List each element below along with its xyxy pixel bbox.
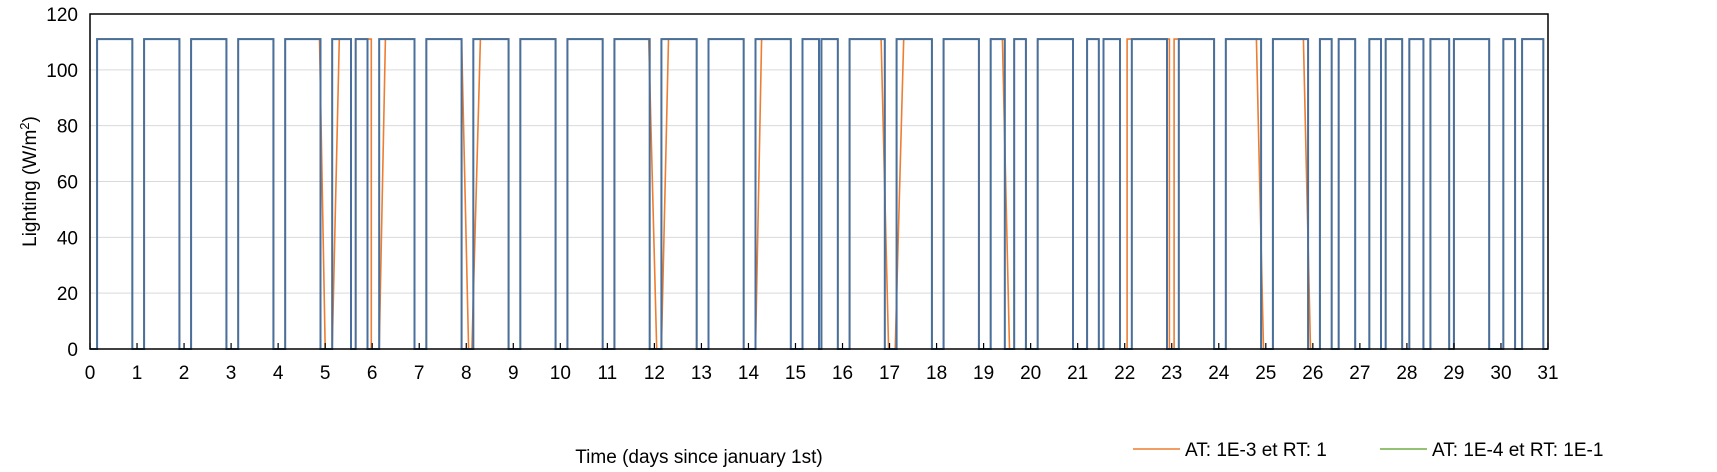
- legend-label-at-1e-3: AT: 1E-3 et RT: 1: [1185, 440, 1327, 461]
- y-tick-label: 80: [57, 117, 78, 138]
- x-tick-label: 5: [320, 363, 331, 384]
- x-tick-label: 20: [1020, 363, 1041, 384]
- x-tick-label: 19: [973, 363, 994, 384]
- x-tick-label: 3: [226, 363, 237, 384]
- y-tick-label: 20: [57, 284, 78, 305]
- legend-label-at-1e-4: AT: 1E-4 et RT: 1E-1: [1432, 440, 1603, 461]
- x-tick-label: 8: [461, 363, 472, 384]
- x-tick-label: 4: [273, 363, 284, 384]
- x-tick-label: 31: [1537, 363, 1558, 384]
- y-tick-label: 120: [46, 5, 78, 26]
- plot-area-frame: [89, 13, 1549, 350]
- x-tick-label: 7: [414, 363, 425, 384]
- x-tick-label: 18: [926, 363, 947, 384]
- x-tick-label: 11: [597, 363, 617, 384]
- x-tick-label: 0: [85, 363, 96, 384]
- y-tick-label: 0: [67, 340, 78, 361]
- x-tick-label: 15: [785, 363, 806, 384]
- y-tick-label: 40: [57, 228, 78, 249]
- x-tick-label: 28: [1396, 363, 1417, 384]
- x-tick-label: 27: [1349, 363, 1370, 384]
- legend: AT: 1E-3 et RT: 1 AT: 1E-4 et RT: 1E-1: [1133, 440, 1603, 461]
- x-tick-label: 23: [1161, 363, 1182, 384]
- x-tick-label: 24: [1208, 363, 1230, 384]
- series-layer: [90, 38, 1548, 350]
- x-tick-label: 14: [738, 363, 760, 384]
- x-tick-label: 16: [832, 363, 853, 384]
- y-axis-title-close: ): [20, 116, 41, 122]
- x-tick-label: 17: [879, 363, 900, 384]
- x-tick-label: 29: [1443, 363, 1464, 384]
- y-tick-label: 60: [57, 173, 78, 194]
- x-axis-title: Time (days since january 1st): [575, 447, 822, 468]
- y-tick-label: 100: [46, 61, 78, 82]
- y-axis-ticks: 0 20 40 60 80 100 120: [46, 5, 78, 361]
- y-axis-title-main: Lighting (W/m: [20, 130, 41, 247]
- x-tick-label: 22: [1114, 363, 1135, 384]
- x-tick-label: 1: [132, 363, 143, 384]
- x-tick-label: 12: [644, 363, 665, 384]
- x-tick-label: 30: [1490, 363, 1511, 384]
- x-tick-label: 13: [691, 363, 712, 384]
- x-tick-label: 2: [179, 363, 190, 384]
- x-tick-label: 21: [1067, 363, 1088, 384]
- y-axis-title-sup: 2: [17, 122, 32, 129]
- x-tick-label: 6: [367, 363, 378, 384]
- y-axis-title: Lighting (W/m2): [17, 116, 41, 247]
- x-tick-label: 10: [550, 363, 571, 384]
- x-axis-ticks: 0 1 2 3 4 5 6 7 8 9 10 11 12 13 14 15 16 17 18 19 20 21 22 23 24…: [85, 343, 1559, 384]
- x-tick-label: 26: [1302, 363, 1323, 384]
- x-tick-label: 25: [1255, 363, 1276, 384]
- x-tick-label: 9: [508, 363, 519, 384]
- series-line-2: [90, 38, 1548, 350]
